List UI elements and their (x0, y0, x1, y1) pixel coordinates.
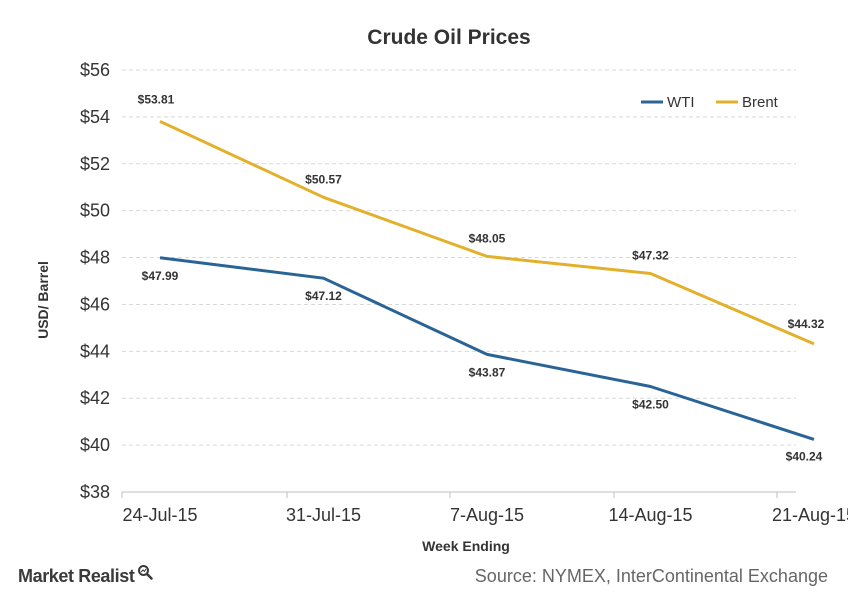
y-tick-label: $56 (80, 60, 110, 80)
y-tick-label: $46 (80, 294, 110, 314)
x-tick-label: 21-Aug-15 (772, 505, 848, 525)
data-label: $47.12 (305, 289, 342, 303)
data-label: $42.50 (632, 398, 669, 412)
x-axis-label: Week Ending (422, 538, 510, 554)
x-axis-ticks: 24-Jul-15 31-Jul-15 7-Aug-15 14-Aug-15 21-Au… (121, 492, 848, 525)
data-label: $47.32 (632, 248, 669, 262)
y-tick-label: $54 (80, 107, 110, 127)
y-tick-label: $42 (80, 388, 110, 408)
data-label: $48.05 (469, 231, 506, 245)
series-lines (159, 119, 815, 441)
brand-logo: Market Realist (18, 564, 154, 587)
magnifier-icon (138, 564, 154, 580)
y-tick-label: $40 (80, 435, 110, 455)
y-tick-label: $50 (80, 201, 110, 221)
y-tick-label: $48 (80, 248, 110, 268)
y-tick-label: $44 (80, 341, 110, 361)
series-line-brent (159, 119, 815, 346)
data-label: $43.87 (469, 365, 506, 379)
y-axis-label: USD/ Barrel (35, 261, 51, 339)
legend-label: WTI (667, 94, 695, 111)
gridlines (122, 69, 796, 446)
data-labels: $47.99 $47.12 $43.87 $42.50 $40.24 $53.81 $50.… (138, 92, 825, 463)
x-tick-label: 14-Aug-15 (608, 505, 692, 525)
data-label: $44.32 (788, 317, 825, 331)
y-tick-label: $38 (80, 482, 110, 502)
y-axis-ticks: $38 $40 $42 $44 $46 $48 $50 $52 $54 $56 (80, 60, 110, 502)
brand-name: Market Realist (18, 566, 135, 586)
legend: WTI Brent (641, 94, 779, 111)
data-label: $40.24 (786, 449, 823, 463)
x-tick-label: 24-Jul-15 (122, 505, 197, 525)
y-tick-label: $52 (80, 154, 110, 174)
x-tick-label: 31-Jul-15 (286, 505, 361, 525)
source-note: Source: NYMEX, InterContinental Exchange (474, 566, 828, 586)
data-label: $53.81 (138, 92, 175, 106)
chart-title: Crude Oil Prices (367, 26, 530, 49)
data-label: $47.99 (142, 269, 179, 283)
series-line-wti (159, 256, 815, 441)
data-label: $50.57 (305, 172, 342, 186)
legend-label: Brent (742, 94, 779, 111)
x-tick-label: 7-Aug-15 (450, 505, 524, 525)
